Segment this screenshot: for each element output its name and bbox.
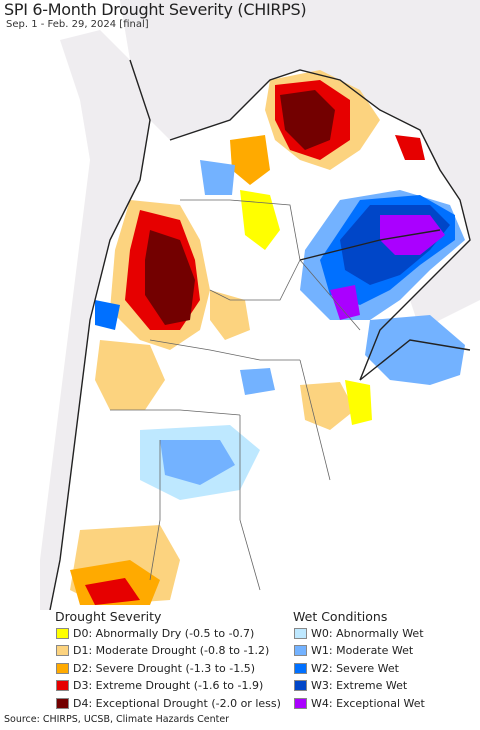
wet-legend-swatch [294,697,307,709]
drought-legend-swatch [56,645,69,656]
drought-patches [70,70,425,605]
drought-legend-item: D1: Moderate Drought (-0.8 to -1.2) [56,643,269,659]
wet-legend-label: W0: Abnormally Wet [311,626,424,640]
drought-legend-label: D2: Severe Drought (-1.3 to -1.5) [73,661,256,675]
country-boundaries [49,59,471,610]
wet-legend-label: W2: Severe Wet [311,661,399,675]
wet-legend-label: W3: Extreme Wet [311,679,408,692]
wet-legend-item: W3: Extreme Wet [294,678,407,694]
wet-legend-swatch [294,662,307,674]
chile-land [40,30,150,610]
wet-legend-swatch [294,627,307,639]
drought-legend-item: D0: Abnormally Dry (-0.5 to -0.7) [56,625,254,641]
wet-legend-swatch [294,680,307,691]
page-title: SPI 6-Month Drought Severity (CHIRPS) [4,0,307,19]
drought-legend-item: D2: Severe Drought (-1.3 to -1.5) [56,660,255,676]
drought-legend-label: D0: Abnormally Dry (-0.5 to -0.7) [73,626,255,640]
wet-legend-item: W2: Severe Wet [294,660,399,676]
drought-legend-swatch [56,680,69,691]
wet-legend-swatch [294,645,307,656]
drought-legend-title: Drought Severity [55,609,162,624]
drought-legend-swatch [56,627,69,639]
wet-patches [95,160,465,500]
drought-legend-swatch [56,662,69,674]
date-range: Sep. 1 - Feb. 29, 2024 [final] [6,19,149,30]
wet-legend-item: W1: Moderate Wet [294,643,413,659]
wet-legend-title: Wet Conditions [293,609,388,624]
drought-map [0,0,480,610]
drought-legend-label: D3: Extreme Drought (-1.6 to -1.9) [73,679,264,692]
drought-legend-item: D3: Extreme Drought (-1.6 to -1.9) [56,678,263,694]
drought-legend-swatch [56,697,69,709]
drought-legend-label: D4: Exceptional Drought (-2.0 or less) [73,696,281,710]
source-note: Source: CHIRPS, UCSB, Climate Hazards Ce… [4,714,230,725]
drought-legend-label: D1: Moderate Drought (-0.8 to -1.2) [73,644,270,657]
wet-legend-item: W4: Exceptional Wet [294,695,425,711]
wet-legend-label: W1: Moderate Wet [311,644,414,657]
wet-legend-item: W0: Abnormally Wet [294,625,424,641]
wet-legend-label: W4: Exceptional Wet [311,696,425,710]
drought-legend-item: D4: Exceptional Drought (-2.0 or less) [56,695,281,711]
admin-boundaries [110,199,361,591]
